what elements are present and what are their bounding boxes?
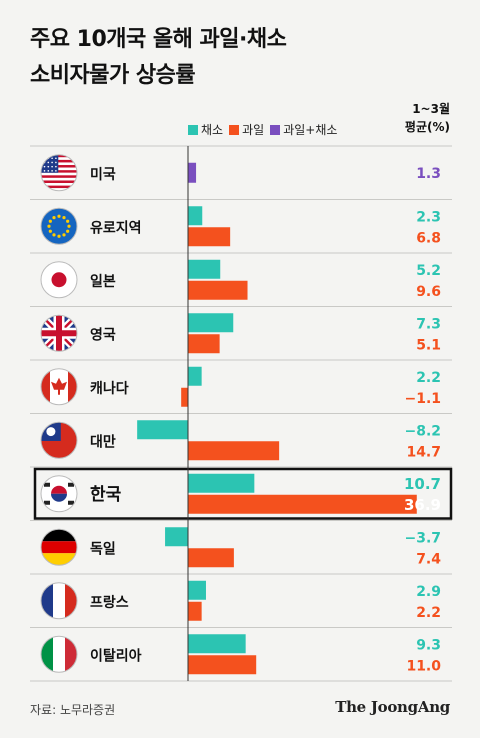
flag-us-icon (40, 154, 78, 192)
flag-kr-icon (40, 475, 78, 513)
bar-vegetables (188, 580, 206, 600)
highlight-box (33, 467, 453, 520)
legend: 채소 과일 과일+채소 (188, 121, 343, 138)
flag-de-icon (40, 528, 78, 566)
bar-vegetables (188, 366, 202, 386)
value-label-vegetables: −8.2 (404, 423, 441, 439)
legend-item-fruit: 과일 (229, 121, 264, 138)
bar-fruit (188, 280, 248, 300)
category-label: 캐나다 (90, 381, 129, 397)
unit-label: 1~3월 평균(%) (405, 100, 450, 136)
bar-fruit (188, 601, 202, 621)
bar-fruit (188, 548, 234, 568)
legend-label-fruit: 과일 (242, 123, 265, 137)
bar-vegetables (188, 634, 246, 654)
bar-fruit (181, 387, 188, 407)
value-label-combined: 1.3 (416, 166, 441, 182)
value-label-fruit: 14.7 (406, 444, 441, 460)
bar-combined (188, 162, 197, 183)
value-label-fruit: 2.2 (416, 605, 441, 621)
brand-logo: The JoongAng (335, 698, 450, 716)
bar-vegetables (188, 313, 234, 333)
unit-line-2: 평균(%) (404, 120, 450, 134)
value-label-fruit: 5.1 (416, 337, 441, 353)
category-label: 영국 (90, 326, 116, 343)
value-label-fruit: 9.6 (416, 284, 441, 300)
legend-item-vegetables: 채소 (188, 121, 223, 138)
flag-it-icon (40, 635, 78, 673)
legend-label-vegetables: 채소 (201, 123, 224, 137)
legend-label-combined: 과일+채소 (283, 123, 338, 137)
source-note: 자료: 노무라증권 (30, 703, 116, 717)
value-label-fruit: 36.9 (404, 496, 441, 514)
value-label-vegetables: 9.3 (416, 637, 441, 653)
flag-ca-icon (40, 368, 78, 406)
value-label-vegetables: 10.7 (404, 475, 441, 493)
value-label-fruit: 7.4 (416, 551, 441, 567)
bar-fruit (188, 441, 280, 461)
value-label-vegetables: 7.3 (416, 316, 441, 332)
legend-item-combined: 과일+채소 (270, 121, 337, 138)
bar-vegetables (188, 259, 221, 279)
category-label: 미국 (90, 167, 116, 183)
legend-swatch-fruit (229, 124, 240, 135)
value-label-vegetables: 2.2 (416, 370, 441, 386)
value-label-fruit: 6.8 (416, 230, 441, 246)
bar-vegetables (188, 473, 255, 493)
category-label: 일본 (90, 274, 116, 290)
flag-eu-icon (40, 207, 78, 245)
category-label: 프랑스 (90, 595, 129, 611)
title-line-2: 소비자물가 상승률 (30, 63, 196, 88)
legend-swatch-vegetables (188, 124, 198, 135)
value-label-vegetables: −3.7 (404, 530, 441, 546)
flag-fr-icon (40, 582, 78, 620)
category-label: 독일 (90, 541, 116, 557)
flag-tw-icon (40, 421, 78, 459)
flag-uk-icon (40, 314, 78, 352)
category-label: 이탈리아 (90, 647, 142, 664)
value-label-fruit: 11.0 (406, 658, 441, 674)
bar-vegetables (137, 420, 188, 440)
title-line-1: 주요 10개국 올해 과일·채소 (30, 27, 287, 52)
category-label: 대만 (90, 434, 116, 450)
value-label-vegetables: 2.3 (416, 209, 441, 225)
chart-title: 주요 10개국 올해 과일·채소 소비자물가 상승률 (30, 22, 287, 94)
bar-vegetables (165, 527, 188, 547)
bar-fruit (188, 655, 257, 675)
value-label-vegetables: 2.9 (416, 584, 441, 600)
flag-jp-icon (40, 261, 78, 299)
bar-fruit (188, 494, 417, 514)
category-label: 한국 (90, 485, 122, 505)
value-label-vegetables: 5.2 (416, 263, 441, 279)
bar-vegetables (188, 206, 203, 226)
bar-fruit (188, 227, 231, 247)
unit-line-1: 1~3월 (412, 102, 450, 116)
value-label-fruit: −1.1 (404, 391, 441, 407)
category-label: 유로지역 (90, 219, 142, 236)
bar-fruit (188, 334, 220, 354)
legend-swatch-combined (270, 124, 281, 135)
